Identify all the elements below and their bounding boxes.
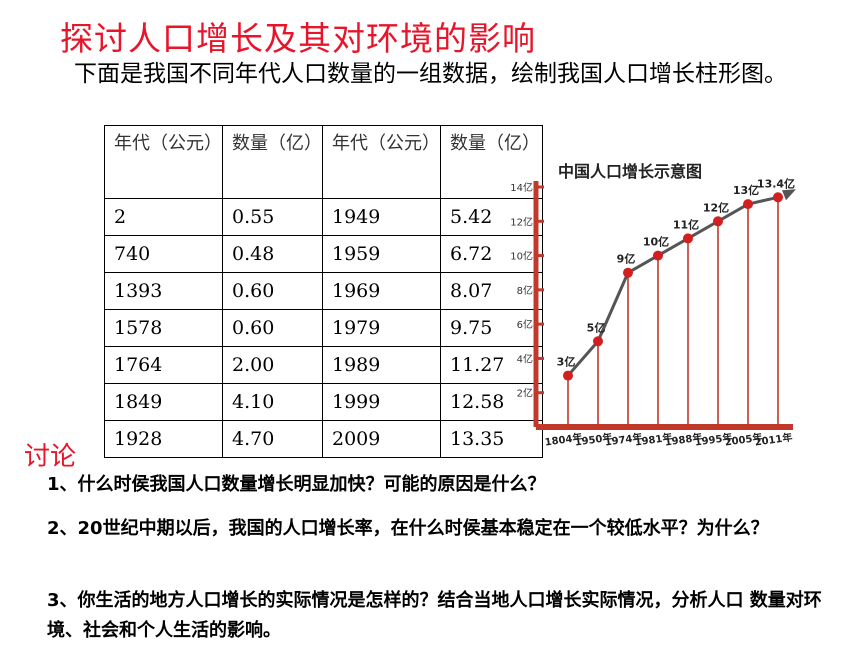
discussion-question-3: 3、你生活的地方人口增长的实际情况是怎样的？结合当地人口增长实际情况，分析人口 … [47,590,822,641]
point-label: 13亿 [733,183,759,197]
table-row: 2 0.55 1949 5.42 [104,198,543,236]
data-point [773,192,783,203]
table-cell: 11.27 [440,346,543,384]
data-point [563,370,573,381]
table-cell: 0.55 [222,198,323,236]
trend-arrow [782,189,796,201]
discussion-question-1: 1、什么时侯我国人口数量增长明显加快？可能的原因是什么？ [47,474,546,495]
y-tick-label: 14亿 [510,181,533,194]
point-label: 13.4亿 [757,176,795,190]
point-label: 10亿 [643,235,669,249]
table-cell: 12.58 [440,383,543,421]
table-cell: 1969 [322,272,441,310]
table-cell: 2 [104,198,223,236]
table-cell: 4.10 [222,383,323,421]
table-row: 1928 4.70 2009 13.35 [104,420,543,458]
y-tick-label: 4亿 [517,352,533,365]
table-cell: 0.60 [222,272,323,310]
series-line [566,195,779,377]
table-header-row: 年代（公元） 数量（亿） 年代（公元） 数量（亿） [104,125,543,199]
table-cell: 1849 [104,383,223,421]
point-label: 11亿 [673,217,699,231]
point-label: 12亿 [703,200,729,214]
data-point [623,267,633,278]
point-label: 9亿 [617,252,636,266]
table-cell: 1979 [322,309,441,347]
point-label: 3亿 [557,355,576,369]
header-year-2: 年代（公元） [322,125,441,199]
table-cell: 1999 [322,383,441,421]
table-row: 1849 4.10 1999 12.58 [104,383,543,421]
table-row: 740 0.48 1959 6.72 [104,235,543,273]
page-title: 探讨人口增长及其对环境的影响 [60,19,536,58]
point-label: 5亿 [587,320,606,334]
table-cell: 13.35 [440,420,543,458]
data-point [593,336,603,347]
table-cell: 1949 [322,198,441,236]
table-row: 1578 0.60 1979 9.75 [104,309,543,347]
data-point [713,216,723,227]
table-cell: 0.48 [222,235,323,273]
y-tick-label: 2亿 [517,387,533,400]
discussion-question-2: 2、20世纪中期以后，我国的人口增长率，在什么时侯基本稳定在一个较低水平？为什么… [47,518,769,539]
header-year-1: 年代（公元） [104,125,223,199]
table-cell: 1764 [104,346,223,384]
table-cell: 2009 [322,420,441,458]
header-count-2: 数量（亿） [440,125,543,199]
table-cell: 9.75 [440,309,543,347]
intro-text: 下面是我国不同年代人口数量的一组数据，绘制我国人口增长柱形图。 [74,61,787,87]
table-cell: 1928 [104,420,223,458]
population-table: 年代（公元） 数量（亿） 年代（公元） 数量（亿） 2 0.55 1949 5.… [104,125,543,458]
table-cell: 1578 [104,309,223,347]
y-tick-label: 8亿 [517,284,533,297]
table-cell: 1959 [322,235,441,273]
table-cell: 740 [104,235,223,273]
data-point [743,199,753,210]
table-cell: 1393 [104,272,223,310]
population-growth-chart: 中国人口增长示意图 2亿 4亿 6亿 8亿 10亿 12亿 14亿 3亿 5亿 9亿 10亿 11亿 12… [510,162,796,449]
chart-title: 中国人口增长示意图 [558,162,702,181]
table-cell: 0.60 [222,309,323,347]
data-point [653,250,663,261]
y-tick-label: 6亿 [517,318,533,331]
header-count-1: 数量（亿） [222,125,323,199]
discussion-heading: 讨论 [24,442,77,472]
table-row: 1764 2.00 1989 11.27 [104,346,543,384]
table-cell: 2.00 [222,346,323,384]
table-cell: 8.07 [440,272,543,310]
table-cell: 5.42 [440,198,543,236]
table-cell: 4.70 [222,420,323,458]
table-row: 1393 0.60 1969 8.07 [104,272,543,310]
data-point [683,233,693,244]
table-cell: 1989 [322,346,441,384]
y-tick-label: 12亿 [510,215,533,228]
y-tick-label: 10亿 [510,250,533,263]
